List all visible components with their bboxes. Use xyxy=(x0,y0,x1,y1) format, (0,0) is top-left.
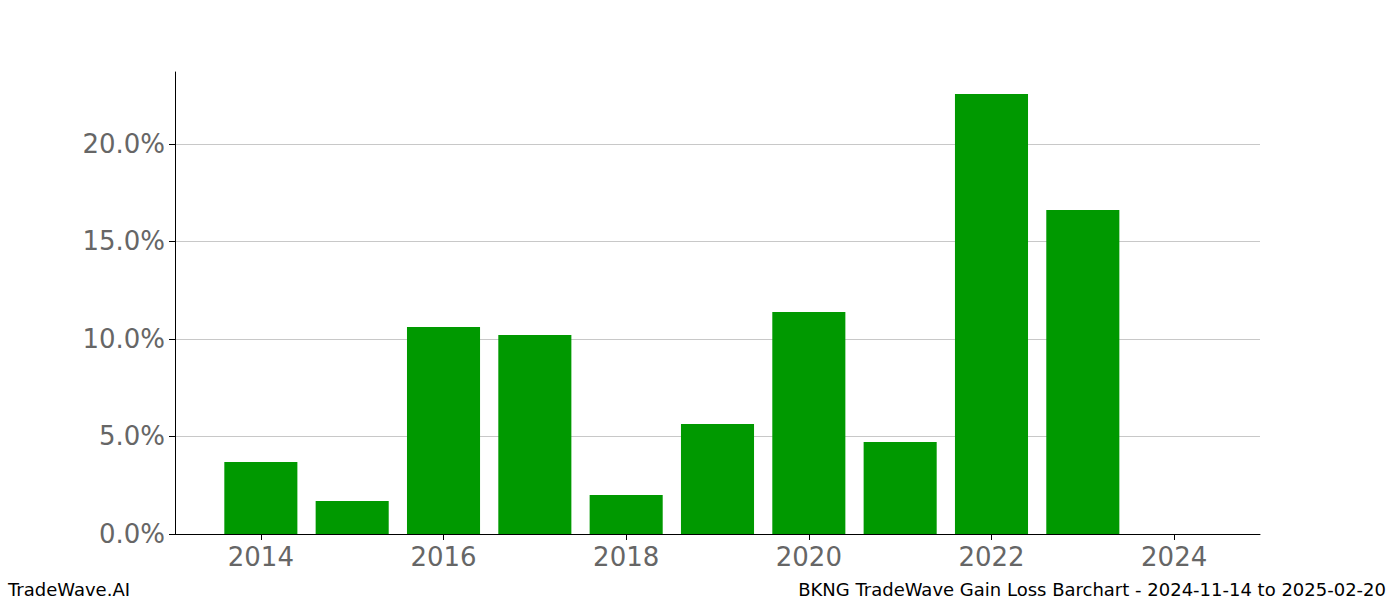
svg-text:15.0%: 15.0% xyxy=(82,226,165,256)
svg-text:2018: 2018 xyxy=(593,542,659,572)
svg-text:2022: 2022 xyxy=(958,542,1024,572)
svg-text:5.0%: 5.0% xyxy=(99,421,165,451)
svg-text:2020: 2020 xyxy=(776,542,842,572)
svg-text:0.0%: 0.0% xyxy=(99,519,165,549)
svg-text:2016: 2016 xyxy=(410,542,476,572)
svg-text:BKNG TradeWave Gain Loss Barch: BKNG TradeWave Gain Loss Barchart - 2024… xyxy=(798,579,1386,600)
svg-text:20.0%: 20.0% xyxy=(82,129,165,159)
svg-text:2014: 2014 xyxy=(228,542,294,572)
svg-text:2024: 2024 xyxy=(1141,542,1207,572)
svg-text:TradeWave.AI: TradeWave.AI xyxy=(7,579,130,600)
svg-text:10.0%: 10.0% xyxy=(82,324,165,354)
